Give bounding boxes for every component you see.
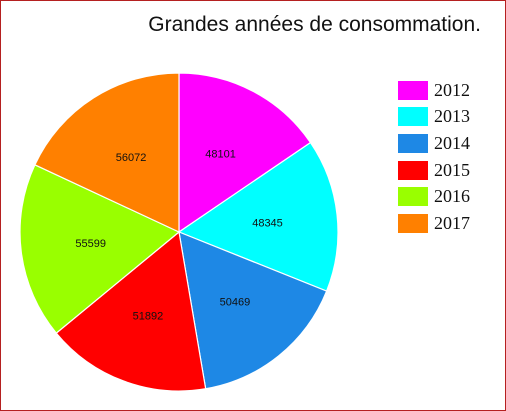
pie-slice-2017 [34, 72, 180, 233]
legend-label: 2012 [434, 79, 470, 100]
legend-label: 2015 [434, 159, 470, 180]
pie-slice-2012 [178, 72, 312, 234]
slice-value-label: 50469 [220, 296, 251, 308]
slice-value-label: 56072 [116, 152, 147, 164]
legend-swatch [398, 187, 428, 207]
pie-slice-2016 [19, 164, 181, 334]
legend-swatch [398, 80, 428, 100]
legend-label: 2013 [434, 106, 470, 127]
pie-slice-2013 [177, 141, 339, 292]
legend-label: 2017 [434, 212, 470, 233]
slice-value-label: 55599 [75, 238, 106, 250]
legend-item-2016: 2016 [398, 183, 470, 210]
slice-value-label: 51892 [133, 310, 164, 322]
chart-title: Grandes années de consommation. [148, 13, 481, 36]
legend-swatch [398, 133, 428, 153]
slice-value-label: 48345 [252, 217, 283, 229]
pie-slice-2015 [55, 230, 207, 392]
legend-item-2013: 2013 [398, 104, 470, 131]
pie-slice-2014 [178, 231, 328, 390]
slice-value-label: 48101 [205, 148, 236, 160]
legend-item-2012: 2012 [398, 77, 470, 104]
legend-label: 2016 [434, 186, 470, 207]
legend-item-2015: 2015 [398, 157, 470, 184]
legend-item-2017: 2017 [398, 210, 470, 237]
chart-legend: 2012 2013 2014 2015 2016 2017 [398, 77, 470, 237]
legend-swatch [398, 160, 428, 180]
legend-swatch [398, 213, 428, 233]
legend-label: 2014 [434, 132, 470, 153]
legend-item-2014: 2014 [398, 130, 470, 157]
legend-swatch [398, 107, 428, 127]
